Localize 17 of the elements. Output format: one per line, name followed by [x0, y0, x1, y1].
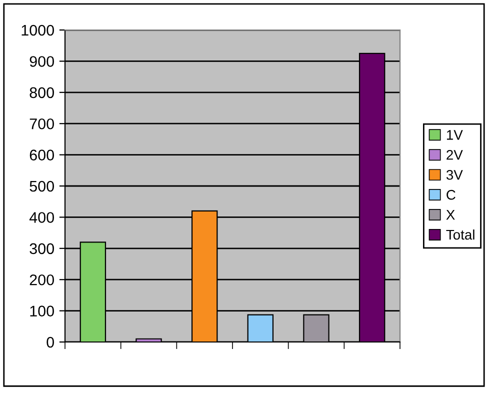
legend-label: X: [446, 210, 455, 220]
legend-label: Total: [446, 229, 474, 240]
y-tick-label: 200: [30, 274, 54, 286]
y-tick-label: 700: [30, 118, 54, 130]
legend-label: C: [446, 190, 456, 200]
y-tick-label: 900: [30, 56, 54, 67]
legend-label: 1V: [446, 130, 463, 140]
y-tick-label: 500: [30, 180, 54, 192]
y-tick-label: 400: [29, 212, 54, 223]
y-tick-label: 600: [30, 150, 54, 160]
y-tick-label: 800: [30, 87, 54, 98]
legend-label: 3V: [446, 170, 463, 180]
y-tick-label: 0: [46, 336, 54, 348]
legend-label: 2V: [446, 150, 463, 160]
y-tick-label: 300: [30, 243, 54, 254]
y-tick-label: 1000: [22, 24, 54, 36]
y-tick-label: 100: [30, 306, 54, 316]
